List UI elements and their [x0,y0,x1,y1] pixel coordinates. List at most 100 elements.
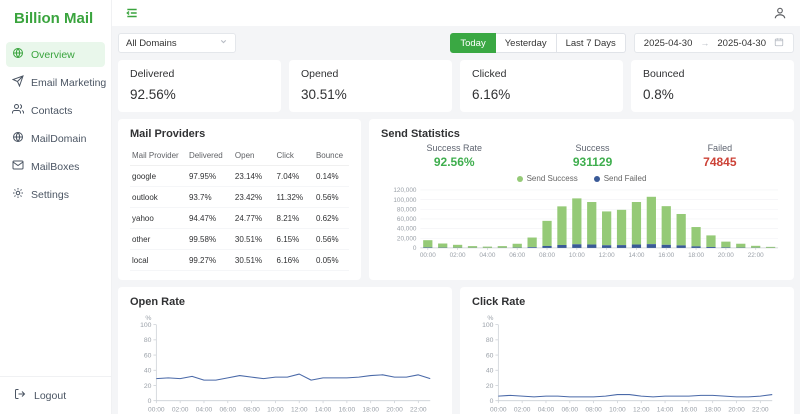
click-rate-panel: Click Rate 0 20 40 60 80 100% 00:00 02:00 04:00 0… [460,287,794,414]
click-rate-line-chart: 0 20 40 60 80 100% 00:00 02:00 04:00 06:00 08:00 10… [482,315,773,413]
svg-text:%: % [487,315,493,322]
logout-button[interactable]: Logout [0,376,111,414]
main-area: All Domains Today Yesterday Last 7 Days … [112,0,800,414]
table-row: other 99.58% 30.51% 6.15% 0.56% [130,228,349,250]
svg-text:18:00: 18:00 [704,406,721,413]
cell: 6.16% [274,249,314,271]
svg-text:06:00: 06:00 [562,406,579,413]
svg-text:12:00: 12:00 [599,252,615,258]
send-statistics-bar-chart: 0 20,000 40,000 60,000 80,000 100,000 120,000 0… [393,187,779,259]
stat-cards: Delivered 92.56% Opened 30.51% Clicked 6… [118,60,794,112]
sidebar-item-contacts[interactable]: Contacts [6,98,105,123]
stat-card-value: 6.16% [472,87,511,102]
svg-text:100: 100 [482,322,494,329]
sidebar-item-mailboxes[interactable]: MailBoxes [6,154,105,179]
svg-text:20,000: 20,000 [397,235,417,242]
summary-value: 931129 [572,155,613,169]
globe-icon [12,47,24,62]
svg-text:08:00: 08:00 [585,406,602,413]
sidebar-item-label: Contacts [31,104,73,117]
mail-providers-panel: Mail Providers Mail Provider Delivered O… [118,119,361,280]
svg-text:16:00: 16:00 [681,406,698,413]
date-to: 2025-04-30 [717,37,766,49]
user-account-icon[interactable] [773,6,787,20]
cell: 30.51% [232,228,275,250]
sidebar-item-email-marketing[interactable]: Email Marketing [6,70,107,95]
summary-failed: Failed 74845 [703,143,736,169]
summary-value: 92.56% [433,155,475,169]
legend-item-send-success[interactable]: Send Success [516,174,578,183]
table-row: yahoo 94.47% 24.77% 8.21% 0.62% [130,207,349,229]
domain-select[interactable]: All Domains [118,33,236,53]
svg-text:22:00: 22:00 [410,406,427,413]
svg-text:04:00: 04:00 [196,406,213,413]
table-row: outlook 93.7% 23.42% 11.32% 0.56% [130,186,349,208]
mail-icon [12,159,24,174]
sidebar-item-label: Email Marketing [31,76,107,89]
range-button-yesterday[interactable]: Yesterday [495,33,557,53]
logout-label: Logout [34,389,67,402]
sidebar-collapse-icon[interactable] [125,6,139,20]
cell: 8.21% [274,207,314,229]
arrow-right-icon: → [700,38,710,48]
table-row: local 99.27% 30.51% 6.16% 0.05% [130,249,349,271]
cell: 99.27% [186,249,233,271]
summary-label: Failed [707,143,733,153]
sidebar-menu: Overview Email Marketing Contacts MailDo… [0,39,111,376]
cell: 7.04% [274,165,314,187]
send-icon [11,75,24,90]
send-summary: Success Rate 92.56% Success 931129 Faile… [381,143,782,169]
svg-text:02:00: 02:00 [450,252,466,258]
svg-text:16:00: 16:00 [658,252,674,258]
stat-card-value: 30.51% [301,87,347,102]
cell: 97.95% [186,165,233,187]
table-header-row: Mail Provider Delivered Open Click Bounc… [130,146,349,166]
stat-card-clicked: Clicked 6.16% [460,60,623,112]
svg-text:00:00: 00:00 [148,406,165,413]
content: All Domains Today Yesterday Last 7 Days … [112,27,800,414]
svg-text:20:00: 20:00 [728,406,745,413]
filter-row: All Domains Today Yesterday Last 7 Days … [118,33,794,53]
date-controls: Today Yesterday Last 7 Days 2025-04-30 →… [450,33,794,53]
range-button-last7days[interactable]: Last 7 Days [556,33,626,53]
legend-item-send-failed[interactable]: Send Failed [593,174,646,183]
svg-text:80,000: 80,000 [397,206,417,213]
logout-icon [14,388,26,403]
svg-text:10:00: 10:00 [267,406,284,413]
svg-text:60,000: 60,000 [397,216,417,223]
gear-icon [12,187,24,202]
col-header: Delivered [186,146,233,166]
svg-text:100: 100 [140,322,152,329]
stat-card-label: Bounced [643,68,685,80]
svg-text:%: % [145,315,151,322]
svg-text:00:00: 00:00 [420,252,436,258]
panel-title: Click Rate [472,296,526,308]
svg-text:0: 0 [413,245,417,252]
svg-text:40,000: 40,000 [397,226,417,233]
sidebar-item-maildomain[interactable]: MailDomain [6,126,105,151]
summary-value: 74845 [703,155,737,169]
domain-select-value: All Domains [126,37,177,49]
sidebar-item-label: MailDomain [31,132,87,145]
svg-text:40: 40 [144,368,152,375]
range-button-today[interactable]: Today [450,33,496,53]
sidebar-item-overview[interactable]: Overview [6,42,105,67]
col-header: Click [274,146,314,166]
open-rate-line-chart: 0 20 40 60 80 100% 00:00 02:00 04:00 06:00 08:00 10… [140,315,431,413]
cell: 23.14% [232,165,275,187]
svg-text:22:00: 22:00 [752,406,769,413]
sidebar-item-settings[interactable]: Settings [6,182,105,207]
svg-text:00:00: 00:00 [490,406,507,413]
svg-text:12:00: 12:00 [633,406,650,413]
summary-success-rate: Success Rate 92.56% [426,143,482,169]
cell: 0.62% [313,207,349,229]
stat-card-opened: Opened 30.51% [289,60,452,112]
legend-dot [516,175,523,182]
sidebar-item-label: Overview [31,48,75,61]
date-range-picker[interactable]: 2025-04-30 → 2025-04-30 [633,33,794,53]
stat-card-label: Opened [301,68,339,80]
stat-card-value: 92.56% [130,87,176,102]
stat-card-value: 0.8% [643,87,674,102]
chevron-down-icon [219,37,228,49]
